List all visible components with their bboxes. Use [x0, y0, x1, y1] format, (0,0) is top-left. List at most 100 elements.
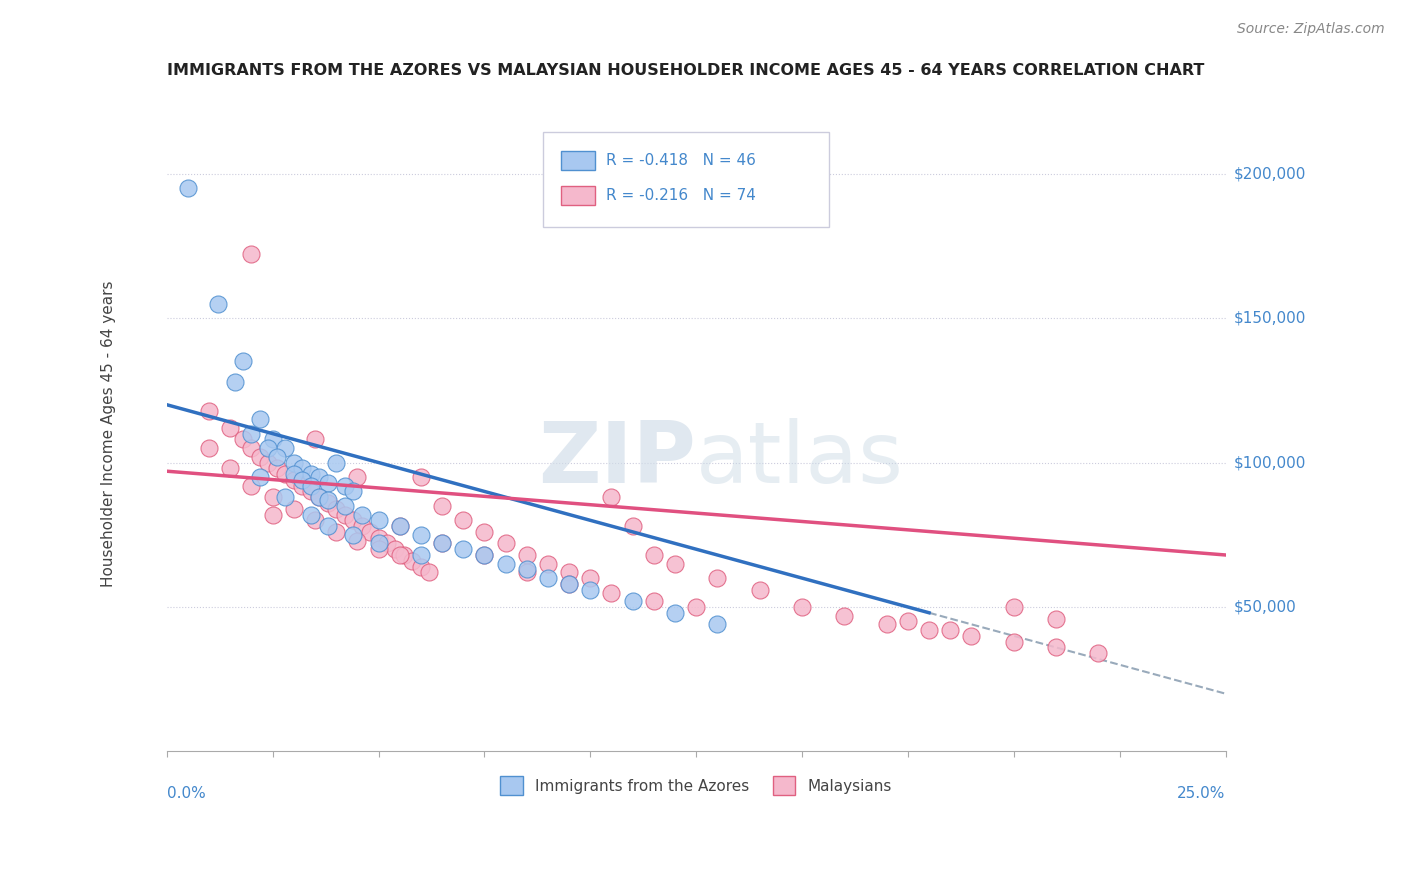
Point [283, 456, 305, 470]
Point [430, 536, 453, 550]
Point [346, 533, 368, 548]
Bar [561, 151, 595, 169]
Point [257, 456, 280, 470]
Point [474, 548, 496, 562]
Point [274, 490, 297, 504]
Point [308, 490, 330, 504]
Point [748, 582, 770, 597]
Point [316, 496, 339, 510]
Point [375, 536, 398, 550]
Point [643, 594, 665, 608]
Point [600, 585, 623, 599]
Point [342, 528, 364, 542]
Text: R = -0.418   N = 46: R = -0.418 N = 46 [606, 153, 756, 168]
Point [283, 501, 305, 516]
Point [274, 467, 297, 481]
Point [918, 623, 941, 637]
Text: Householder Income Ages 45 - 64 years: Householder Income Ages 45 - 64 years [101, 280, 117, 587]
Point [249, 470, 271, 484]
Text: R = -0.216   N = 74: R = -0.216 N = 74 [606, 188, 756, 202]
Text: atlas: atlas [696, 417, 904, 500]
Point [685, 599, 707, 614]
Point [299, 467, 322, 481]
Point [664, 557, 686, 571]
Point [304, 513, 326, 527]
Point [350, 508, 373, 522]
Point [706, 617, 728, 632]
Point [621, 594, 644, 608]
Point [262, 433, 284, 447]
Point [897, 615, 920, 629]
Point [308, 490, 330, 504]
Point [283, 467, 305, 481]
Text: $50,000: $50,000 [1234, 599, 1296, 615]
Point [418, 566, 440, 580]
Point [516, 566, 538, 580]
Point [600, 490, 623, 504]
Point [299, 478, 322, 492]
Point [939, 623, 962, 637]
Point [240, 426, 263, 441]
Point [316, 493, 339, 508]
Point [346, 470, 368, 484]
Point [316, 519, 339, 533]
Point [960, 629, 983, 643]
Point [262, 490, 284, 504]
Point [643, 548, 665, 562]
Point [558, 566, 581, 580]
Point [579, 571, 602, 585]
Point [299, 484, 322, 499]
Point [409, 559, 432, 574]
Text: $150,000: $150,000 [1234, 310, 1306, 326]
Point [367, 542, 389, 557]
Point [299, 508, 322, 522]
Point [333, 499, 356, 513]
Point [325, 501, 347, 516]
Text: Source: ZipAtlas.com: Source: ZipAtlas.com [1237, 22, 1385, 37]
Point [291, 473, 314, 487]
Point [388, 519, 411, 533]
Point [1087, 646, 1109, 660]
Point [495, 536, 517, 550]
Point [388, 519, 411, 533]
Point [240, 441, 263, 455]
Point [308, 470, 330, 484]
Point [790, 599, 813, 614]
Point [219, 461, 242, 475]
Text: $200,000: $200,000 [1234, 166, 1306, 181]
Point [224, 375, 246, 389]
Point [388, 548, 411, 562]
Point [706, 571, 728, 585]
Point [409, 470, 432, 484]
Point [257, 441, 280, 455]
Point [474, 548, 496, 562]
Legend: Immigrants from the Azores, Malaysians: Immigrants from the Azores, Malaysians [494, 770, 898, 801]
Point [198, 441, 221, 455]
Point [516, 562, 538, 576]
Point [262, 508, 284, 522]
Point [537, 557, 560, 571]
Point [266, 450, 288, 464]
Point [367, 531, 389, 545]
Point [316, 475, 339, 490]
Point [834, 608, 856, 623]
Point [1045, 611, 1067, 625]
Text: IMMIGRANTS FROM THE AZORES VS MALAYSIAN HOUSEHOLDER INCOME AGES 45 - 64 YEARS CO: IMMIGRANTS FROM THE AZORES VS MALAYSIAN … [167, 62, 1204, 78]
Point [240, 478, 263, 492]
Point [240, 247, 263, 261]
Point [664, 606, 686, 620]
Point [367, 536, 389, 550]
Point [291, 461, 314, 475]
Point [409, 528, 432, 542]
Text: ZIP: ZIP [538, 417, 696, 500]
Point [359, 524, 381, 539]
Point [219, 421, 242, 435]
Point [325, 524, 347, 539]
Point [558, 577, 581, 591]
Point [558, 577, 581, 591]
Point [495, 557, 517, 571]
Point [232, 433, 254, 447]
Point [392, 548, 415, 562]
Text: $100,000: $100,000 [1234, 455, 1306, 470]
Text: 0.0%: 0.0% [167, 787, 205, 801]
